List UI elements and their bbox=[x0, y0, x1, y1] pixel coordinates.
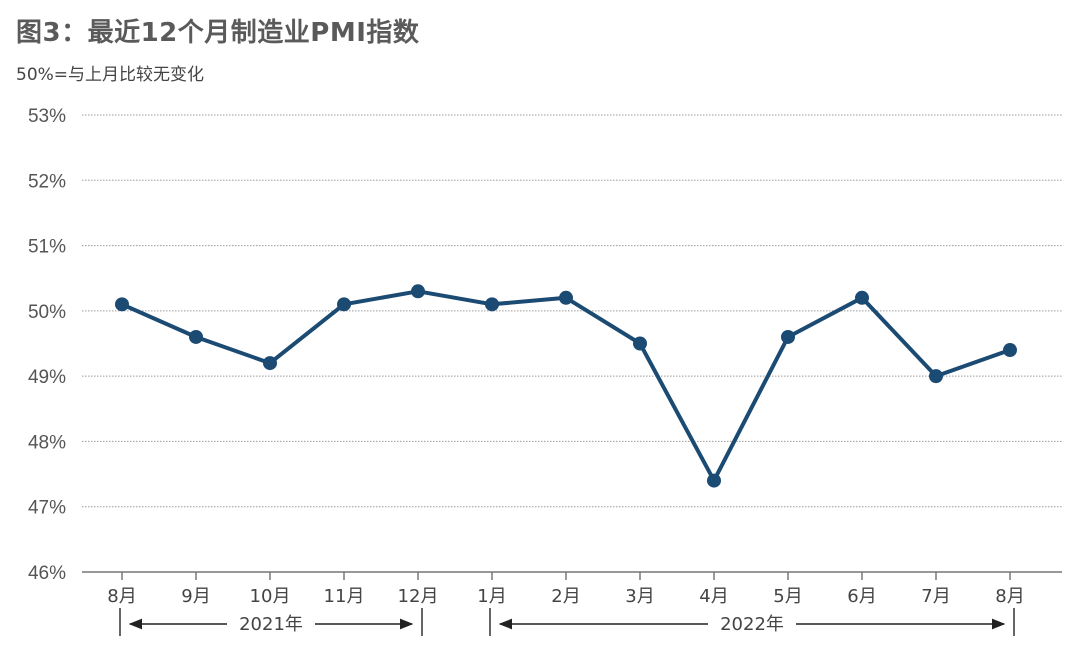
data-point bbox=[633, 336, 647, 351]
x-tick-label: 2月 bbox=[551, 586, 580, 607]
chart-subtitle: 50%=与上月比较无变化 bbox=[16, 65, 205, 85]
data-point bbox=[559, 290, 573, 305]
x-tick-label: 12月 bbox=[398, 586, 439, 607]
data-point bbox=[263, 356, 277, 371]
x-tick-label: 1月 bbox=[477, 586, 506, 607]
y-tick-label: 52% bbox=[28, 171, 66, 192]
y-tick-label: 46% bbox=[28, 563, 66, 584]
data-point bbox=[115, 297, 129, 312]
x-tick-label: 9月 bbox=[181, 586, 210, 607]
x-tick-label: 11月 bbox=[324, 586, 365, 607]
year-group-label: 2022年 bbox=[720, 614, 784, 635]
data-point bbox=[189, 329, 203, 344]
y-tick-label: 51% bbox=[28, 237, 66, 258]
y-tick-label: 53% bbox=[28, 106, 66, 127]
x-tick-label: 5月 bbox=[773, 586, 802, 607]
y-tick-label: 49% bbox=[28, 367, 66, 388]
y-tick-label: 50% bbox=[28, 302, 66, 323]
data-point bbox=[411, 284, 425, 299]
y-tick-label: 47% bbox=[28, 498, 66, 519]
chart-title: 图3：最近12个月制造业PMI指数 bbox=[16, 18, 420, 48]
data-point bbox=[929, 369, 943, 384]
series-line bbox=[120, 289, 1012, 483]
data-point bbox=[337, 297, 351, 312]
data-point bbox=[1003, 343, 1017, 358]
x-tick-label: 3月 bbox=[625, 586, 654, 607]
data-point bbox=[707, 473, 721, 488]
x-tick-label: 4月 bbox=[699, 586, 728, 607]
data-point bbox=[855, 290, 869, 305]
x-tick-label: 10月 bbox=[250, 586, 291, 607]
data-point bbox=[781, 329, 795, 344]
year-group-label: 2021年 bbox=[239, 614, 303, 635]
x-tick-label: 8月 bbox=[107, 586, 136, 607]
x-tick-label: 8月 bbox=[995, 586, 1024, 607]
y-tick-label: 48% bbox=[28, 432, 66, 453]
x-tick-label: 7月 bbox=[921, 586, 950, 607]
data-point bbox=[485, 297, 499, 312]
x-tick-label: 6月 bbox=[847, 586, 876, 607]
